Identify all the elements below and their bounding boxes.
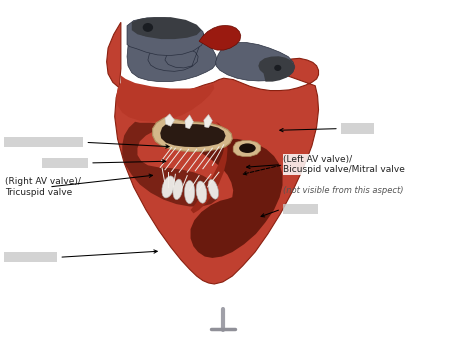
Ellipse shape <box>173 179 182 200</box>
Text: (Left AV valve)/
Bicuspid valve/Mitral valve: (Left AV valve)/ Bicuspid valve/Mitral v… <box>283 155 405 174</box>
Ellipse shape <box>196 181 207 203</box>
Ellipse shape <box>184 180 195 204</box>
Polygon shape <box>258 56 294 82</box>
Polygon shape <box>216 43 295 81</box>
Text: (Right AV valve)/
Tricuspid valve: (Right AV valve)/ Tricuspid valve <box>5 177 81 197</box>
Polygon shape <box>233 141 261 156</box>
Ellipse shape <box>162 176 175 198</box>
Ellipse shape <box>270 62 283 74</box>
Ellipse shape <box>208 179 219 199</box>
Polygon shape <box>127 18 205 56</box>
Polygon shape <box>132 17 201 39</box>
Ellipse shape <box>239 143 255 153</box>
Polygon shape <box>160 123 226 147</box>
FancyBboxPatch shape <box>341 123 374 134</box>
Polygon shape <box>185 115 193 129</box>
Polygon shape <box>165 114 174 126</box>
Polygon shape <box>199 25 241 50</box>
FancyBboxPatch shape <box>42 158 88 168</box>
Polygon shape <box>116 75 214 122</box>
Polygon shape <box>107 22 319 284</box>
Ellipse shape <box>143 23 153 32</box>
Polygon shape <box>204 115 212 128</box>
Polygon shape <box>153 117 232 152</box>
FancyBboxPatch shape <box>283 204 318 214</box>
Polygon shape <box>191 122 228 213</box>
FancyBboxPatch shape <box>4 137 83 147</box>
Polygon shape <box>191 139 283 258</box>
Ellipse shape <box>137 20 156 36</box>
Polygon shape <box>127 24 217 82</box>
FancyBboxPatch shape <box>4 252 57 262</box>
Polygon shape <box>122 122 219 206</box>
Text: (not visible from this aspect): (not visible from this aspect) <box>283 186 404 195</box>
Ellipse shape <box>274 65 282 71</box>
